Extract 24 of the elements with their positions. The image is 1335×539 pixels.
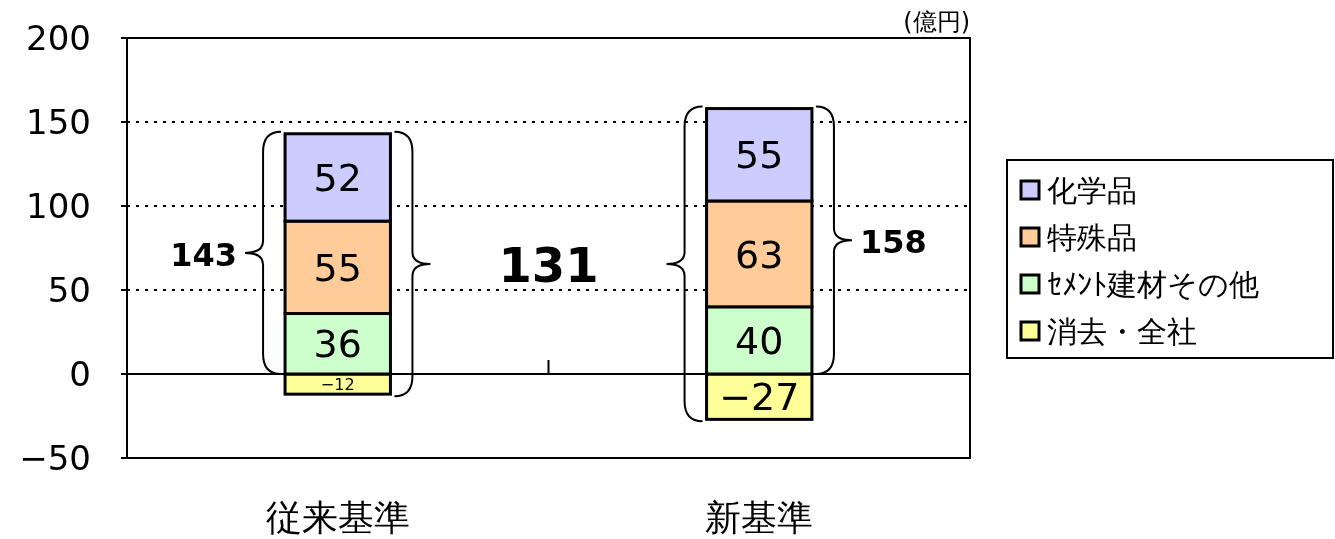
data-label: 55 [313, 246, 362, 290]
y-tick-label: 50 [47, 270, 91, 310]
data-label: −12 [320, 374, 355, 394]
legend-label: 消去・全社 [1047, 314, 1197, 349]
text: (億円) [903, 8, 970, 36]
y-tick-label: 100 [26, 186, 91, 226]
data-label: 52 [313, 156, 362, 201]
data-label: 55 [735, 133, 784, 178]
legend-label: 化学品 [1047, 173, 1137, 208]
annotation: 158 [859, 223, 927, 262]
y-tick-label: 0 [69, 354, 91, 394]
data-label: 36 [313, 322, 362, 367]
x-tick-label: 従来基準 [265, 497, 410, 538]
data-label: −27 [719, 375, 800, 420]
data-label: 63 [735, 232, 784, 277]
y-tick-label: 150 [26, 102, 91, 142]
legend-label: 特殊品 [1047, 220, 1137, 255]
y-tick-label: 200 [26, 18, 91, 58]
annotation: 131 [498, 236, 599, 293]
y-tick-label: −50 [19, 438, 91, 478]
x-tick-label: 新基準 [705, 497, 814, 538]
annotation: 143 [170, 235, 238, 274]
legend-label: ｾﾒﾝﾄ建材その他 [1047, 267, 1259, 302]
data-label: 40 [735, 319, 784, 364]
